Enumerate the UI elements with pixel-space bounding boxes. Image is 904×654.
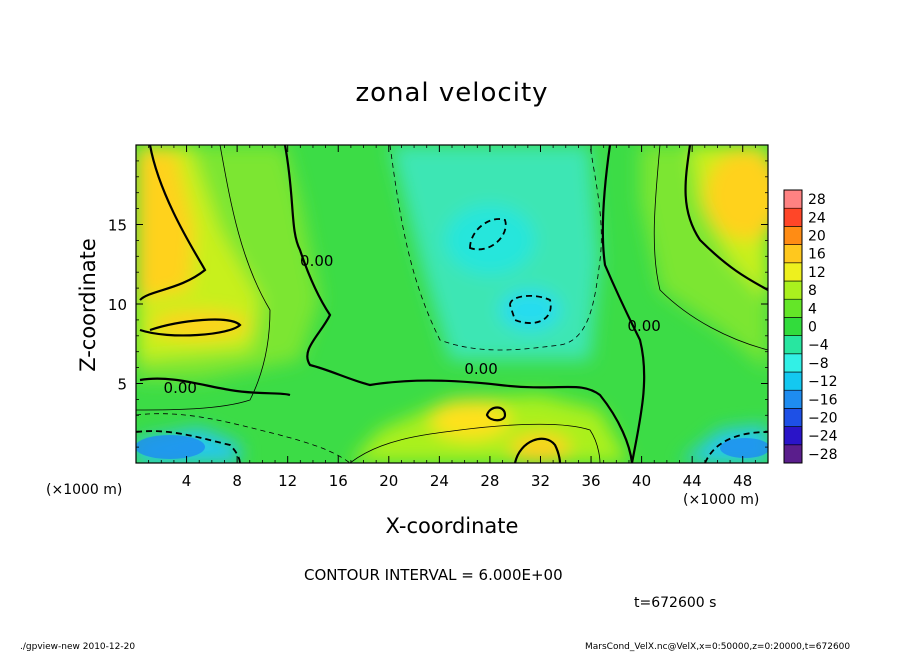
colorbar-swatch — [783, 317, 803, 336]
colorbar-tick-label: −20 — [808, 411, 838, 427]
contour-interval-label: CONTOUR INTERVAL = 6.000E+00 — [304, 566, 563, 584]
contour-label: 0.00 — [164, 379, 197, 397]
colorbar: 28 24 20 16 12 8 4 0 −4 −8 −12 −16 −20 −24 −28 — [783, 189, 838, 464]
x-tick-label: 36 — [581, 472, 600, 490]
x-tick-label: 20 — [379, 472, 398, 490]
time-label: t=672600 s — [634, 595, 717, 611]
colorbar-swatch — [783, 207, 803, 227]
x-axis: 4 8 12 16 20 24 28 32 36 40 44 48 — [148, 145, 756, 490]
colorbar-swatch — [783, 262, 803, 282]
colorbar-tick-label: −24 — [808, 429, 838, 445]
colorbar-swatch — [783, 226, 803, 245]
colorbar-frame — [783, 189, 803, 464]
chart-title: zonal velocity — [355, 78, 549, 108]
colorbar-tick-label: 4 — [808, 301, 817, 317]
colorbar-tick-label: 28 — [808, 192, 826, 208]
colorbar-tick-label: 24 — [808, 210, 826, 226]
colorbar-tick-label: 8 — [808, 283, 817, 299]
velocity-field: 0.00 0.00 0.00 0.00 — [136, 145, 768, 463]
y-axis: 5 10 15 — [108, 160, 768, 448]
colorbar-tick-label: 0 — [808, 320, 817, 336]
x-tick-label: 16 — [329, 472, 348, 490]
x-tick-label: 12 — [278, 472, 297, 490]
x-tick-label: 40 — [632, 472, 651, 490]
colorbar-swatch — [783, 353, 803, 373]
colorbar-swatch — [783, 426, 803, 446]
x-tick-label: 4 — [182, 472, 192, 490]
footer-right-label: MarsCond_VelX.nc@VelX,x=0:50000,z=0:2000… — [585, 642, 851, 652]
y-tick-label: 5 — [117, 376, 127, 394]
x-tick-label: 44 — [683, 472, 702, 490]
colorbar-swatch — [783, 244, 803, 264]
y-tick-label: 15 — [108, 217, 127, 235]
contour-label: 0.00 — [300, 252, 333, 270]
colorbar-tick-label: −4 — [808, 338, 829, 354]
x-axis-label: X-coordinate — [385, 514, 519, 538]
colorbar-tick-label: −16 — [808, 392, 838, 408]
x-tick-label: 32 — [531, 472, 550, 490]
colorbar-swatch — [783, 389, 803, 409]
x-tick-label: 24 — [430, 472, 449, 490]
colorbar-swatch — [783, 189, 803, 209]
x-tick-label: 28 — [480, 472, 499, 490]
colorbar-swatch — [783, 280, 803, 300]
x-unit-label-left: (×1000 m) — [46, 482, 123, 498]
x-unit-label-right: (×1000 m) — [683, 492, 760, 508]
x-tick-label: 48 — [733, 472, 752, 490]
colorbar-tick-label: −8 — [808, 356, 829, 372]
colorbar-swatch — [783, 444, 803, 464]
x-tick-label: 8 — [232, 472, 242, 490]
colorbar-swatch — [783, 335, 803, 355]
y-tick-label: 10 — [108, 296, 127, 314]
y-axis-label: Z-coordinate — [76, 238, 100, 372]
footer-left-label: ./gpview-new 2010-12-20 — [20, 642, 136, 652]
colorbar-tick-label: 12 — [808, 265, 826, 281]
colorbar-tick-label: 16 — [808, 247, 826, 263]
colorbar-swatch — [783, 371, 803, 391]
colorbar-tick-label: −12 — [808, 374, 838, 390]
colorbar-swatch — [783, 408, 803, 427]
contour-label: 0.00 — [464, 360, 497, 378]
colorbar-swatch — [783, 298, 803, 318]
colorbar-tick-label: 20 — [808, 229, 826, 245]
colorbar-tick-label: −28 — [808, 447, 838, 463]
contour-label: 0.00 — [627, 317, 660, 335]
